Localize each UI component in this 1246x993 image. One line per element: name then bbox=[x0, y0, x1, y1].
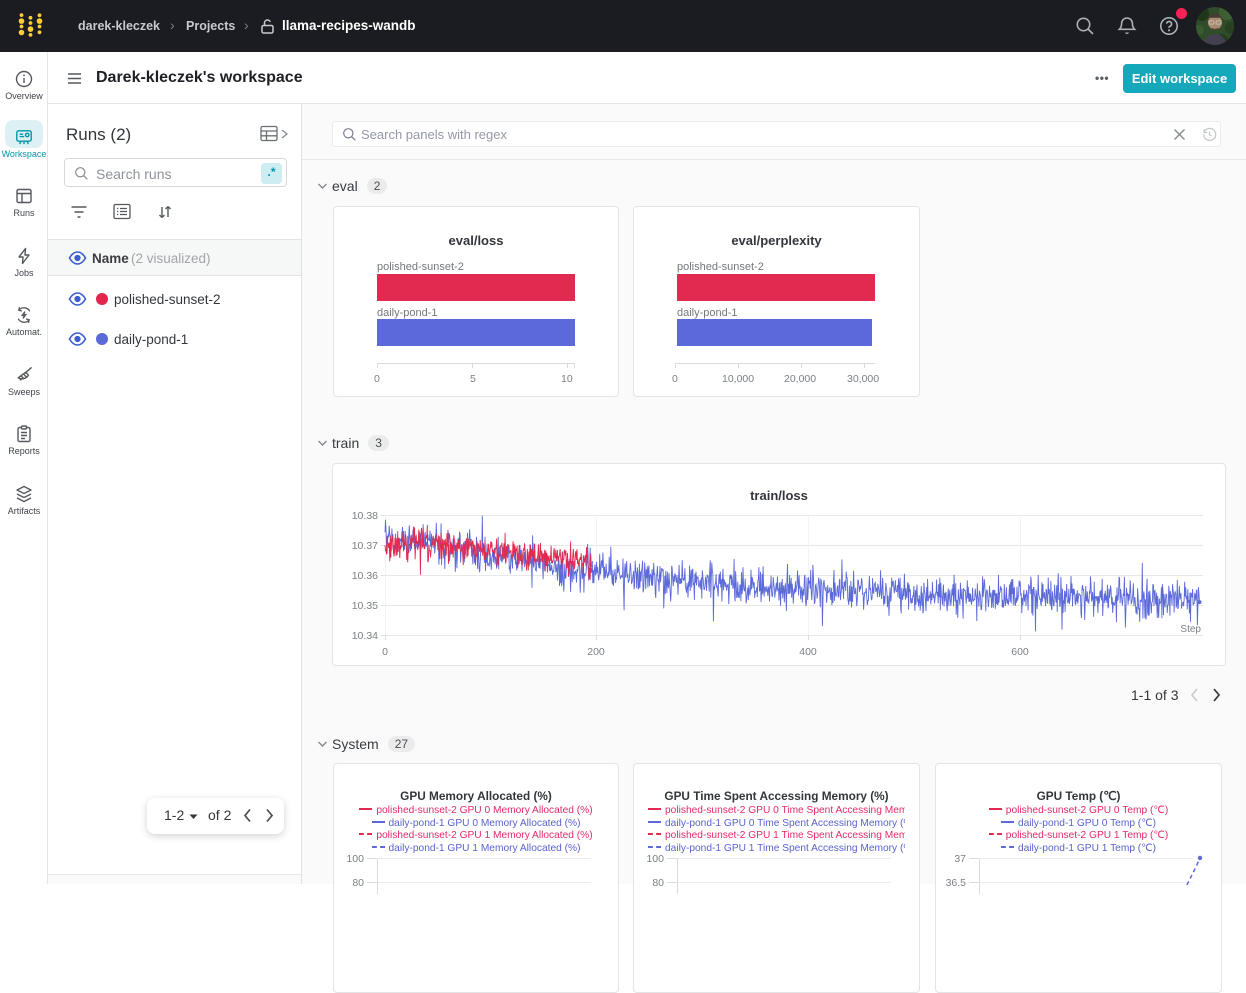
svg-text:10.35: 10.35 bbox=[352, 600, 378, 612]
svg-text:0: 0 bbox=[382, 646, 388, 658]
svg-text:200: 200 bbox=[587, 646, 605, 658]
svg-text:Step: Step bbox=[1180, 624, 1201, 635]
svg-text:10.37: 10.37 bbox=[352, 540, 378, 552]
svg-text:10.38: 10.38 bbox=[352, 510, 378, 522]
svg-text:10.34: 10.34 bbox=[352, 630, 378, 642]
svg-text:10.36: 10.36 bbox=[352, 570, 378, 582]
svg-text:600: 600 bbox=[1011, 646, 1029, 658]
svg-text:400: 400 bbox=[799, 646, 817, 658]
